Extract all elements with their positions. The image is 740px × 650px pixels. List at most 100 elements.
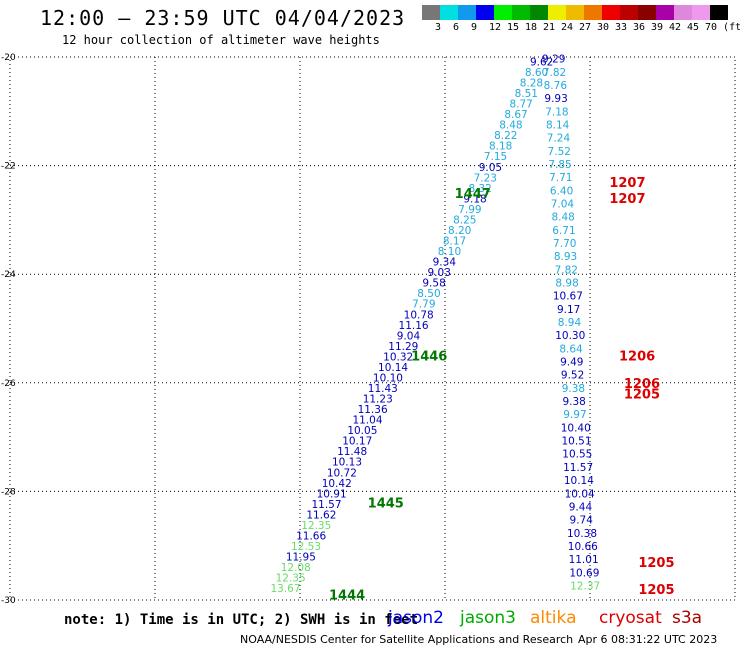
swh-value: 10.42 [322, 478, 352, 490]
colorbar-label: 18 [525, 22, 538, 33]
swh-value: 11.57 [563, 462, 593, 474]
colorbar-label: 45 [687, 22, 700, 33]
swh-value: 8.93 [554, 251, 577, 263]
swh-value: 10.72 [327, 467, 357, 479]
swh-value: 7.99 [458, 204, 481, 216]
swh-value: 8.17 [443, 236, 466, 248]
pass-time-label: 1444 [329, 589, 365, 604]
swh-value: 8.25 [453, 214, 476, 226]
page-subtitle: 12 hour collection of altimeter wave hei… [62, 33, 380, 47]
colorbar-label: 12 [489, 22, 502, 33]
swh-value: 9.18 [463, 193, 486, 205]
footer-note: note: 1) Time is in UTC; 2) SWH is in fe… [64, 612, 419, 628]
pass-time-label: 1446 [411, 350, 447, 365]
swh-value: 11.01 [569, 554, 599, 566]
swh-value: 9.03 [428, 267, 451, 279]
pass-time-label: 1447 [455, 187, 491, 202]
swh-value: 8.50 [417, 288, 440, 300]
swh-value: 10.55 [562, 449, 592, 461]
colorbar-label: 9 [471, 22, 478, 33]
colorbar-label: 21 [543, 22, 556, 33]
swh-value: 10.69 [569, 567, 599, 579]
colorbar-swatch [674, 5, 692, 20]
swh-value: 8.32 [468, 183, 491, 195]
colorbar-swatch [422, 5, 440, 20]
pass-time-label: 1205 [638, 556, 674, 571]
swh-value: 8.51 [515, 88, 538, 100]
colorbar-swatch [584, 5, 602, 20]
swh-value: 11.57 [311, 499, 341, 511]
swh-value: 9.93 [544, 93, 567, 105]
swh-value: 6.40 [550, 185, 573, 197]
lat-tick-label: -28 [1, 487, 16, 497]
swh-value: 12.37 [570, 580, 600, 592]
swh-value: 7.82 [555, 264, 578, 276]
swh-value: 9.17 [557, 304, 580, 316]
swh-value: 8.10 [438, 246, 461, 258]
credit-line: NOAA/NESDIS Center for Satellite Applica… [240, 633, 574, 646]
swh-value: 7.79 [412, 299, 435, 311]
colorbar-swatch [638, 5, 656, 20]
colorbar-swatch [548, 5, 566, 20]
swh-value: 10.91 [317, 488, 347, 500]
lat-tick-label: -22 [1, 162, 16, 172]
colorbar-swatch [440, 5, 458, 20]
colorbar-swatch [512, 5, 530, 20]
swh-value: 10.67 [553, 291, 583, 303]
colorbar-swatch [692, 5, 710, 20]
swh-value: 10.13 [332, 457, 362, 469]
swh-value: 7.82 [543, 67, 566, 79]
swh-value: 10.04 [565, 488, 595, 500]
swh-value: 7.24 [547, 133, 571, 145]
swh-value: 10.30 [555, 330, 585, 342]
colorbar-label: 6 [453, 22, 460, 33]
colorbar-label: 15 [507, 22, 520, 33]
colorbar-label: 39 [651, 22, 664, 33]
swh-value: 11.36 [358, 404, 388, 416]
swh-value: 11.95 [286, 552, 316, 564]
sat-cryosat: cryosat [599, 608, 662, 628]
swh-value: 10.40 [561, 422, 591, 434]
swh-value: 11.04 [352, 415, 382, 427]
swh-value: 8.98 [555, 278, 578, 290]
swh-value: 9.44 [569, 501, 593, 513]
swh-value: 11.29 [388, 341, 418, 353]
swh-value: 8.94 [558, 317, 582, 329]
colorbar-label: 3 [435, 22, 442, 33]
swh-value: 12.35 [276, 573, 306, 585]
swh-value: 7.71 [549, 172, 572, 184]
swh-value: 9.52 [561, 370, 584, 382]
colorbar-swatch [494, 5, 512, 20]
swh-value: 7.52 [548, 146, 571, 158]
pass-time-label: 1206 [619, 350, 655, 365]
colorbar-swatch [476, 5, 494, 20]
colorbar-label: 30 [597, 22, 610, 33]
swh-value: 7.15 [484, 151, 507, 163]
lat-tick-label: -24 [1, 270, 16, 280]
sat-altika: altika [530, 608, 577, 628]
swh-value: 6.71 [552, 225, 575, 237]
colorbar-label: 42 [669, 22, 682, 33]
swh-value: 10.66 [568, 541, 598, 553]
swh-value: 9.38 [562, 383, 585, 395]
swh-value: 11.16 [399, 320, 429, 332]
swh-value: 10.14 [378, 362, 408, 374]
swh-value: 8.28 [520, 77, 543, 89]
swh-value: 11.62 [306, 509, 336, 521]
colorbar-swatch [620, 5, 638, 20]
swh-value: 7.23 [474, 172, 497, 184]
colorbar-label: 36 [633, 22, 646, 33]
swh-value: 9.74 [570, 515, 594, 527]
swh-value: 9.49 [560, 357, 583, 369]
swh-value: 8.48 [551, 212, 574, 224]
pass-time-label: 1205 [624, 388, 660, 403]
colorbar-swatch [566, 5, 584, 20]
swh-value: 7.70 [553, 238, 576, 250]
swh-value: 13.67 [270, 583, 300, 595]
swh-value: 8.48 [499, 120, 522, 132]
swh-value: 11.48 [337, 446, 367, 458]
swh-value: 9.62 [530, 56, 553, 68]
swh-value: 8.20 [448, 225, 471, 237]
lat-tick-label: -20 [1, 53, 16, 63]
swh-value: 12.53 [291, 541, 321, 553]
